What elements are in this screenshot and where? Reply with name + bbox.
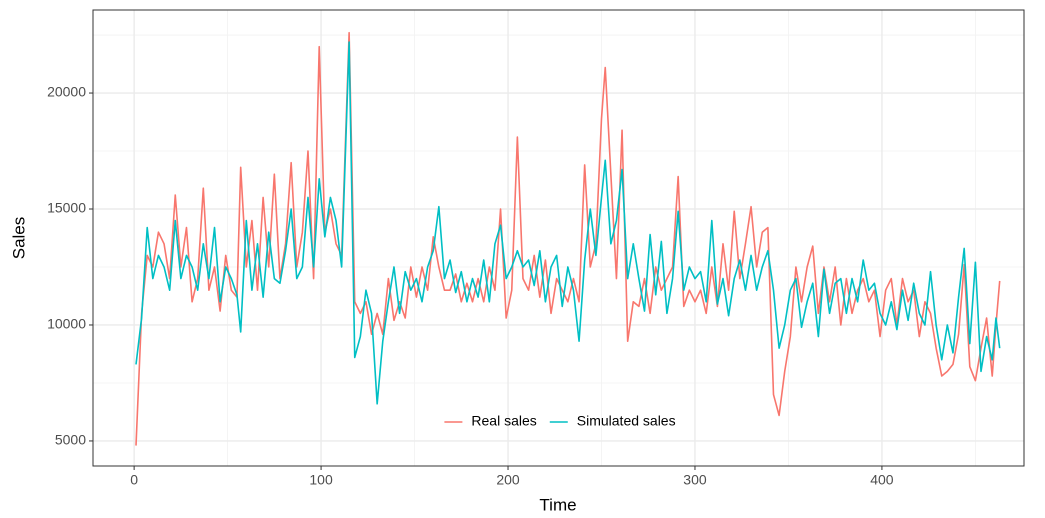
series-line bbox=[135, 31, 1001, 446]
x-tick-label: 300 bbox=[683, 472, 707, 488]
y-tick-label: 10000 bbox=[47, 316, 86, 332]
y-tick-label: 15000 bbox=[47, 200, 86, 216]
x-tick-label: 0 bbox=[130, 472, 138, 488]
y-tick-label: 20000 bbox=[47, 84, 86, 100]
x-tick-label: 100 bbox=[309, 472, 333, 488]
x-tick-label: 400 bbox=[870, 472, 894, 488]
y-axis-title: Sales bbox=[9, 217, 28, 260]
legend-label: Real sales bbox=[471, 413, 536, 429]
legend-label: Simulated sales bbox=[577, 413, 676, 429]
y-tick-label: 5000 bbox=[55, 432, 86, 448]
x-tick-label: 200 bbox=[496, 472, 520, 488]
x-axis-title: Time bbox=[539, 495, 576, 514]
panel-border bbox=[92, 9, 1025, 467]
series-line bbox=[135, 41, 1001, 405]
